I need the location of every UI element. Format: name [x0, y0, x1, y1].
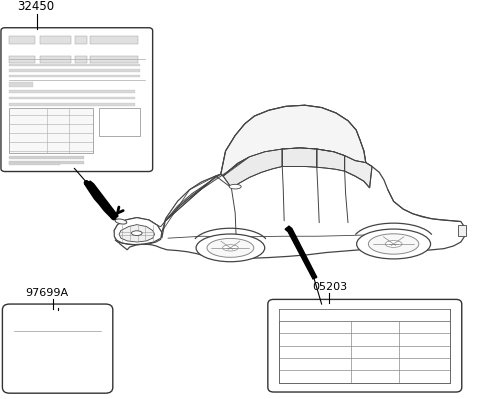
FancyBboxPatch shape	[9, 162, 60, 164]
Polygon shape	[166, 157, 250, 221]
FancyBboxPatch shape	[9, 64, 140, 67]
Bar	[458, 225, 466, 236]
FancyBboxPatch shape	[1, 28, 153, 172]
FancyBboxPatch shape	[268, 299, 462, 392]
Polygon shape	[221, 105, 366, 176]
FancyBboxPatch shape	[9, 82, 33, 87]
Polygon shape	[119, 225, 155, 242]
Text: 05203: 05203	[312, 282, 347, 292]
Bar	[279, 309, 450, 321]
FancyBboxPatch shape	[2, 304, 113, 393]
FancyBboxPatch shape	[75, 55, 87, 63]
Bar	[279, 309, 450, 383]
FancyBboxPatch shape	[9, 97, 135, 99]
FancyBboxPatch shape	[90, 36, 138, 43]
FancyBboxPatch shape	[90, 55, 138, 63]
Polygon shape	[142, 174, 221, 232]
Ellipse shape	[369, 234, 419, 254]
Ellipse shape	[229, 184, 241, 189]
Polygon shape	[84, 181, 118, 219]
Polygon shape	[285, 226, 317, 279]
Bar	[9, 109, 93, 153]
FancyBboxPatch shape	[75, 36, 87, 43]
Polygon shape	[223, 149, 282, 188]
Polygon shape	[282, 148, 317, 167]
Bar	[99, 109, 140, 136]
FancyBboxPatch shape	[9, 90, 135, 93]
FancyBboxPatch shape	[9, 55, 35, 63]
Polygon shape	[114, 105, 466, 259]
FancyBboxPatch shape	[9, 69, 140, 72]
Polygon shape	[345, 156, 372, 188]
Polygon shape	[317, 149, 345, 171]
FancyBboxPatch shape	[9, 103, 135, 106]
Ellipse shape	[132, 231, 142, 235]
Ellipse shape	[357, 229, 431, 259]
FancyBboxPatch shape	[9, 75, 140, 77]
Ellipse shape	[223, 245, 238, 251]
FancyBboxPatch shape	[9, 161, 84, 164]
Text: 97699A: 97699A	[25, 288, 68, 298]
FancyBboxPatch shape	[9, 36, 35, 43]
Ellipse shape	[385, 241, 402, 247]
Ellipse shape	[196, 234, 264, 262]
Text: 32450: 32450	[17, 0, 54, 14]
FancyBboxPatch shape	[40, 55, 71, 63]
Polygon shape	[114, 217, 162, 245]
Ellipse shape	[207, 239, 254, 257]
FancyBboxPatch shape	[9, 156, 84, 159]
Ellipse shape	[115, 219, 127, 224]
FancyBboxPatch shape	[40, 36, 71, 43]
